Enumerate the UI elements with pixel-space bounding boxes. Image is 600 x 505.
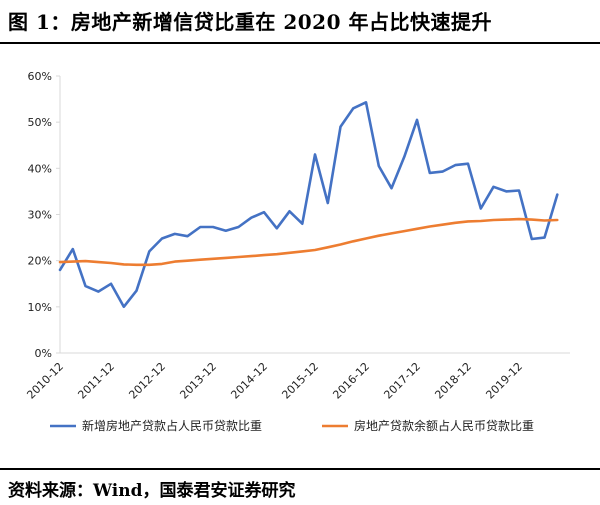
y-tick-label: 0% — [35, 347, 52, 360]
x-tick-label: 2010-12 — [24, 360, 66, 402]
y-tick-label: 50% — [28, 116, 52, 129]
title-divider — [0, 42, 600, 44]
series-line-1 — [58, 101, 559, 309]
y-tick-label: 10% — [28, 301, 52, 314]
x-tick-label: 2012-12 — [126, 360, 168, 402]
source-divider — [0, 468, 600, 470]
y-tick-label: 30% — [28, 209, 52, 222]
x-tick-label: 2017-12 — [381, 360, 423, 402]
x-tick-label: 2018-12 — [432, 360, 474, 402]
y-tick-label: 40% — [28, 162, 52, 175]
y-tick-label: 60% — [28, 70, 52, 83]
figure-title: 图 1：房地产新增信贷比重在 2020 年占比快速提升 — [8, 10, 492, 34]
x-tick-label: 2011-12 — [75, 360, 117, 402]
y-tick-label: 20% — [28, 255, 52, 268]
legend-label-1: 新增房地产贷款占人民币贷款比重 — [82, 418, 262, 433]
series-line-2 — [58, 217, 559, 267]
x-tick-label: 2016-12 — [330, 360, 372, 402]
legend-label-2: 房地产贷款余额占人民币贷款比重 — [354, 418, 534, 433]
x-tick-label: 2015-12 — [279, 360, 321, 402]
x-tick-label: 2019-12 — [483, 360, 525, 402]
x-tick-label: 2013-12 — [177, 360, 219, 402]
source-note: 资料来源：Wind，国泰君安证券研究 — [8, 481, 296, 501]
x-tick-label: 2014-12 — [228, 360, 270, 402]
